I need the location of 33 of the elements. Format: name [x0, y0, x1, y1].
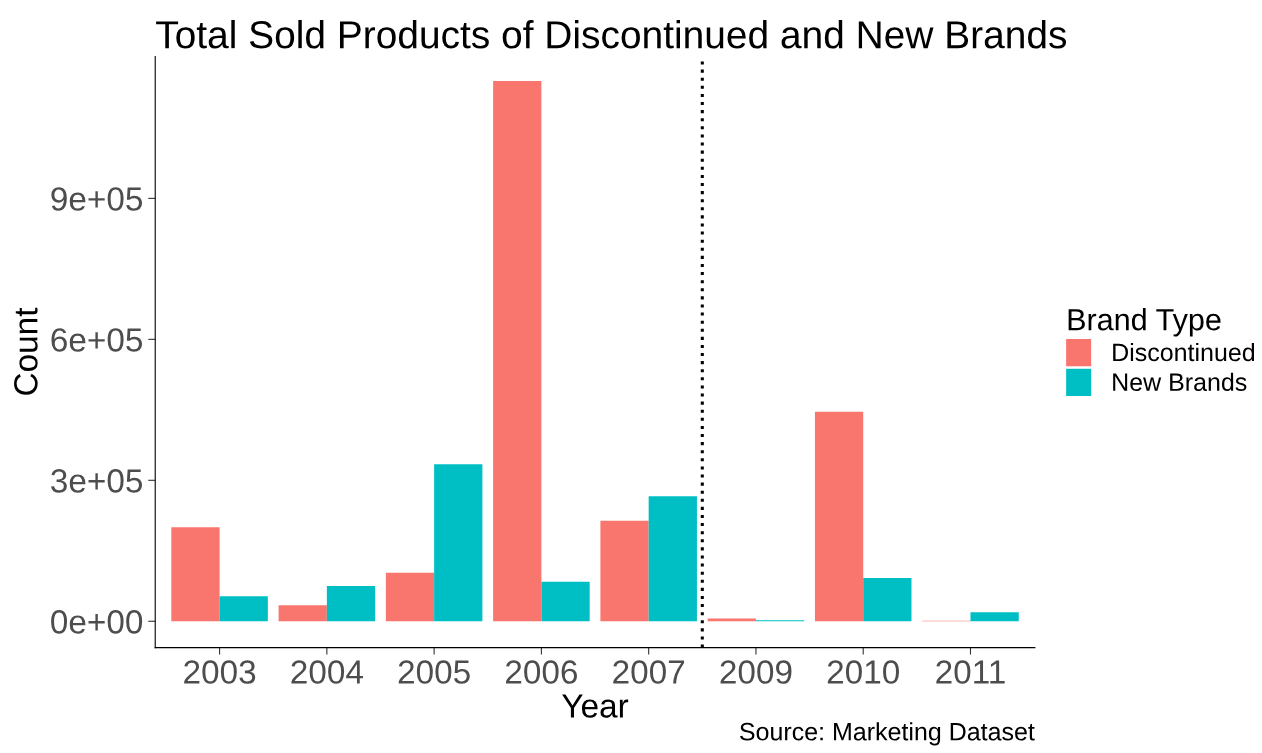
y-tick-label: 6e+05 [51, 328, 143, 352]
x-axis-title: Year [562, 694, 629, 718]
legend-label: New Brands [1113, 372, 1247, 392]
bar [493, 80, 542, 622]
y-tick-label: 9e+05 [51, 187, 143, 211]
bar [600, 520, 649, 622]
bar [970, 612, 1019, 622]
bar [278, 605, 327, 622]
bar [814, 411, 864, 622]
bar [541, 581, 590, 622]
bar [219, 596, 268, 622]
bar [385, 572, 435, 622]
x-tick-label: 2010 [827, 660, 899, 684]
x-tick-label: 2006 [506, 660, 578, 684]
bar [648, 496, 697, 622]
x-tick-label: 2004 [291, 660, 363, 684]
y-tick-label: 0e+00 [51, 610, 143, 634]
x-tick-label: 2007 [613, 660, 685, 684]
chart-title: Total Sold Products of Discontinued and New Brands [156, 19, 1067, 49]
source-note: Source: Marketing Dataset [740, 722, 1035, 746]
x-tick-label: 2003 [184, 660, 256, 684]
x-tick-label: 2005 [398, 660, 470, 684]
bar [171, 527, 220, 622]
bar [326, 586, 376, 622]
legend-label: Discontinued [1113, 342, 1255, 362]
bar [707, 618, 756, 622]
y-tick-label: 3e+05 [51, 469, 143, 493]
bar [863, 578, 912, 622]
legend-title: Brand Type [1068, 308, 1221, 337]
y-axis-title: Count [14, 307, 38, 395]
bar [434, 464, 483, 622]
x-tick-label: 2011 [936, 660, 1005, 684]
x-tick-label: 2009 [720, 660, 792, 684]
